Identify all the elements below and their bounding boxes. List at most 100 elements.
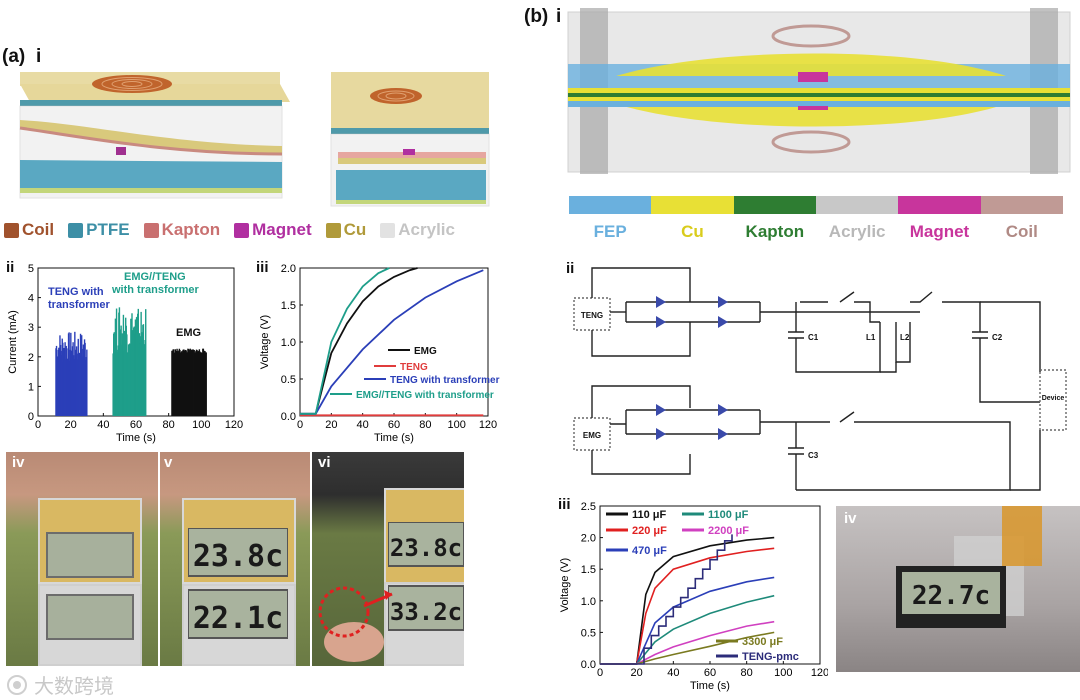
lcd-reading-top: 23.8c (390, 534, 462, 562)
panel-a-sub-i: i (36, 46, 42, 67)
diode-icon (718, 404, 728, 416)
photo-lcd-off (6, 452, 158, 666)
annotation-emg-teng: EMG//TENG (124, 271, 186, 283)
series-line-1 (600, 547, 775, 665)
y-tick-label: 0.5 (281, 374, 296, 386)
x-tick-label: 60 (130, 419, 142, 431)
lcd-screen: 22.7c (896, 566, 1006, 628)
panel-b-sub-i: i (556, 6, 562, 27)
legend-label: PTFE (86, 220, 130, 239)
circuit-label-c3: C3 (808, 451, 819, 460)
y-tick-label: 0 (28, 411, 34, 423)
legend-b-labels: FEP Cu Kapton Acrylic Magnet Coil (569, 222, 1063, 242)
diode-icon (656, 296, 666, 308)
y-tick-label: 3 (28, 322, 34, 334)
annotation-teng: TENG with (48, 286, 104, 298)
legend-label: Acrylic (398, 220, 455, 239)
legend-item-acrylic: Acrylic (380, 219, 455, 241)
photo-lcd-v: 23.8c 22.1c (160, 452, 310, 666)
annotation-teng-2: transformer (48, 299, 110, 311)
x-tick-label: 60 (388, 419, 400, 431)
y-tick-label: 1.5 (281, 300, 296, 312)
chart-voltage-vs-time-a: 0 20 40 60 80 100 120 0.0 0.5 1.0 1.5 2.0 Time (s) Vo… (259, 263, 500, 444)
diode-icon (656, 428, 666, 440)
diode-icon (718, 428, 728, 440)
x-tick-label: 40 (667, 667, 679, 679)
legend-label-coil: Coil (1005, 222, 1038, 241)
panel-a-label: (a) (2, 46, 26, 67)
lcd-reading-top: 23.8c (193, 539, 283, 574)
legend-label: 470 μF (632, 545, 667, 557)
x-tick-label: 20 (325, 419, 337, 431)
series-0 (55, 331, 88, 416)
lcd-reading-bottom: 33.2c (390, 598, 462, 626)
x-tick-label: 100 (774, 667, 792, 679)
legend-label-kapton: Kapton (745, 222, 805, 241)
legend-label: Magnet (252, 220, 312, 239)
x-tick-label: 60 (704, 667, 716, 679)
cu-cube-icon (325, 222, 341, 238)
x-tick-label: 40 (357, 419, 369, 431)
x-tick-label: 120 (479, 419, 497, 431)
chart-voltage-vs-time-b: 0 20 40 60 80 100 120 0.0 0.5 1.0 1.5 2.0 2.5 Time (s… (559, 501, 828, 692)
circuit-label-l1: L1 (866, 333, 876, 342)
x-axis-label: Time (s) (690, 680, 730, 692)
x-tick-label: 100 (192, 419, 210, 431)
acrylic-swatch (815, 196, 899, 214)
lcd-reading: 22.7c (912, 581, 990, 611)
legend-item-coil: Coil (4, 219, 54, 241)
panel-a-sub-v: v (164, 454, 173, 471)
legend-b-colorbar (569, 196, 1063, 214)
lcd-reading-bottom: 22.1c (193, 601, 283, 636)
x-tick-label: 80 (163, 419, 175, 431)
ptfe-cube-icon (68, 222, 84, 238)
x-tick-label: 0 (297, 419, 303, 431)
circuit-label-device: Device (1042, 395, 1065, 402)
y-tick-label: 0.0 (581, 659, 596, 671)
chart-current-vs-time: 0 20 40 60 80 100 120 0 1 2 3 4 5 Time (s) Current (mA… (7, 263, 243, 444)
diode-icon (718, 296, 728, 308)
y-tick-label: 1.0 (581, 596, 596, 608)
lcd-screen-top (46, 532, 134, 578)
legend-item-magnet: Magnet (234, 219, 312, 241)
kapton-cube-icon (143, 222, 159, 238)
x-axis-label: Time (s) (116, 432, 156, 444)
kapton-swatch (733, 196, 816, 214)
y-axis-label: Voltage (V) (559, 558, 571, 612)
x-tick-label: 0 (35, 419, 41, 431)
emg-teng-device-illustration (567, 8, 1071, 174)
photo-lcd-vi: 23.8c 33.2c (312, 452, 464, 666)
watermark: 大数跨境 (6, 670, 114, 699)
panel-b-label: (b) (524, 6, 549, 27)
circuit-label-emg: EMG (583, 431, 601, 440)
x-tick-label: 80 (419, 419, 431, 431)
power-management-circuit: TENG EMG C1 C2 C3 L1 L2 Device (573, 267, 1067, 491)
legend-label: TENG with transformer (390, 375, 500, 386)
panel-b-sub-ii: ii (566, 260, 575, 277)
y-tick-label: 1.0 (281, 337, 296, 349)
circuit-label-l2: L2 (900, 333, 910, 342)
circuit-label-c2: C2 (992, 333, 1003, 342)
annotation-emg: EMG (176, 327, 201, 339)
legend-label: 220 μF (632, 525, 667, 537)
x-tick-label: 80 (741, 667, 753, 679)
teng-device-illustration-left (19, 72, 290, 199)
teng-device-illustration-right (330, 72, 490, 207)
y-tick-label: 0.5 (581, 627, 596, 639)
x-tick-label: 20 (631, 667, 643, 679)
cu-swatch (651, 196, 734, 214)
y-axis-label: Current (mA) (7, 310, 19, 374)
legend-label-fep: FEP (593, 222, 627, 241)
x-tick-label: 40 (97, 419, 109, 431)
legend-label: EMG (414, 346, 437, 357)
panel-a-sub-vi: vi (318, 454, 331, 471)
lcd-readouts: 23.8c 22.1c (188, 528, 288, 639)
legend-item-kapton: Kapton (143, 219, 220, 241)
fep-swatch (569, 196, 652, 214)
finger-press-indicator (318, 586, 393, 662)
coil-cube-icon (4, 222, 19, 238)
x-tick-label: 20 (65, 419, 77, 431)
panel-b-sub-iii: iii (558, 496, 571, 513)
watermark-text: 大数跨境 (34, 674, 114, 698)
circuit-label-c1: C1 (808, 333, 819, 342)
